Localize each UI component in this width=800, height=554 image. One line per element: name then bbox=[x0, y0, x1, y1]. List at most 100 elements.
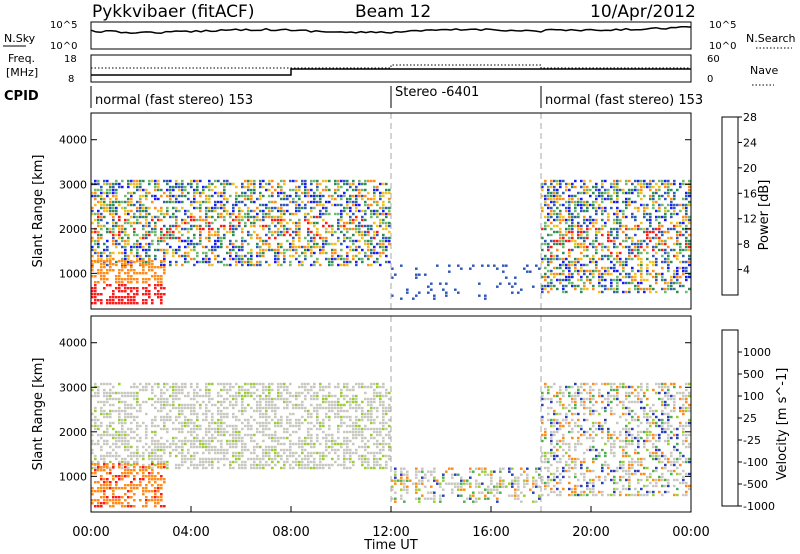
power-cell bbox=[598, 272, 601, 276]
power-cell bbox=[145, 293, 148, 296]
power-cell bbox=[673, 203, 676, 207]
velocity-cell bbox=[310, 412, 313, 416]
velocity-cell bbox=[358, 406, 361, 410]
velocity-cell bbox=[313, 442, 316, 446]
velocity-cell bbox=[187, 466, 190, 470]
power-cell bbox=[358, 224, 361, 228]
velocity-cell bbox=[358, 427, 361, 431]
power-cell bbox=[547, 242, 550, 246]
velocity-cell bbox=[400, 476, 403, 479]
power-cell bbox=[91, 212, 94, 216]
power-cell bbox=[202, 191, 205, 195]
velocity-cell bbox=[376, 433, 379, 437]
power-cell bbox=[196, 224, 199, 228]
velocity-cell bbox=[157, 457, 160, 461]
power-cell bbox=[205, 209, 208, 213]
power-cell bbox=[205, 218, 208, 222]
power-cell bbox=[649, 230, 652, 234]
power-cell bbox=[472, 264, 475, 267]
power-cell bbox=[607, 212, 610, 216]
velocity-cell bbox=[286, 385, 289, 389]
velocity-cell bbox=[346, 451, 349, 455]
velocity-cell bbox=[451, 476, 454, 479]
velocity-cell bbox=[265, 409, 268, 413]
velocity-cell bbox=[145, 448, 148, 452]
power-cell bbox=[211, 233, 214, 237]
velocity-cell bbox=[133, 499, 136, 502]
power-cell bbox=[211, 182, 214, 186]
velocity-cell bbox=[175, 445, 178, 449]
power-cell bbox=[673, 182, 676, 186]
power-cell bbox=[130, 200, 133, 204]
power-cell bbox=[352, 257, 355, 261]
power-cell bbox=[133, 302, 136, 305]
velocity-cell bbox=[109, 391, 112, 395]
power-cell bbox=[568, 212, 571, 216]
power-cell bbox=[598, 269, 601, 273]
velocity-cell bbox=[226, 406, 229, 410]
power-cell bbox=[589, 257, 592, 261]
velocity-cell bbox=[184, 415, 187, 419]
velocity-cell bbox=[295, 424, 298, 428]
power-cell bbox=[268, 209, 271, 213]
velocity-cell bbox=[283, 451, 286, 455]
velocity-cell bbox=[178, 391, 181, 395]
velocity-cell bbox=[133, 460, 136, 464]
power-cell bbox=[274, 200, 277, 204]
cpid-label: CPID bbox=[4, 89, 39, 104]
power-cell bbox=[631, 188, 634, 192]
velocity-cell bbox=[199, 427, 202, 431]
velocity-cell bbox=[292, 466, 295, 470]
velocity-cell bbox=[181, 460, 184, 464]
power-cell bbox=[364, 233, 367, 237]
velocity-cell bbox=[367, 463, 370, 467]
velocity-cell bbox=[100, 400, 103, 404]
velocity-cell bbox=[166, 460, 169, 464]
power-cell bbox=[334, 248, 337, 252]
power-cell bbox=[118, 290, 121, 293]
power-cell bbox=[97, 254, 100, 258]
power-cell bbox=[589, 221, 592, 225]
velocity-cell bbox=[346, 382, 349, 386]
power-cell bbox=[346, 212, 349, 216]
power-colorbar-tick-label: 24 bbox=[743, 136, 757, 149]
power-cell bbox=[307, 233, 310, 237]
velocity-cell bbox=[523, 494, 526, 497]
power-cell bbox=[181, 191, 184, 195]
power-cell bbox=[595, 269, 598, 273]
power-cell bbox=[556, 239, 559, 243]
power-cell bbox=[622, 230, 625, 234]
power-cell bbox=[295, 221, 298, 225]
velocity-cell bbox=[238, 457, 241, 461]
power-cell bbox=[502, 270, 505, 273]
power-cell bbox=[151, 239, 154, 243]
velocity-cell bbox=[307, 430, 310, 434]
velocity-cell bbox=[310, 388, 313, 392]
power-cell bbox=[94, 188, 97, 192]
power-cell bbox=[586, 227, 589, 231]
velocity-cell bbox=[115, 487, 118, 490]
power-cell bbox=[550, 251, 553, 255]
power-cell bbox=[664, 197, 667, 201]
velocity-cell bbox=[391, 497, 394, 500]
power-cell bbox=[205, 260, 208, 264]
power-cell bbox=[139, 242, 142, 246]
power-cell bbox=[244, 185, 247, 189]
power-cell bbox=[250, 257, 253, 261]
velocity-cell bbox=[181, 457, 184, 461]
velocity-cell bbox=[259, 421, 262, 425]
power-cell bbox=[346, 221, 349, 225]
power-cell bbox=[109, 206, 112, 210]
velocity-cell bbox=[331, 400, 334, 404]
power-cell bbox=[100, 302, 103, 305]
velocity-cell bbox=[187, 439, 190, 443]
power-cell bbox=[355, 188, 358, 192]
velocity-cell bbox=[478, 485, 481, 488]
velocity-cell bbox=[310, 451, 313, 455]
power-cell bbox=[379, 182, 382, 186]
velocity-cell bbox=[481, 491, 484, 494]
power-cell bbox=[637, 254, 640, 258]
velocity-cell bbox=[307, 457, 310, 461]
velocity-cell bbox=[298, 436, 301, 440]
power-cell bbox=[541, 275, 544, 279]
